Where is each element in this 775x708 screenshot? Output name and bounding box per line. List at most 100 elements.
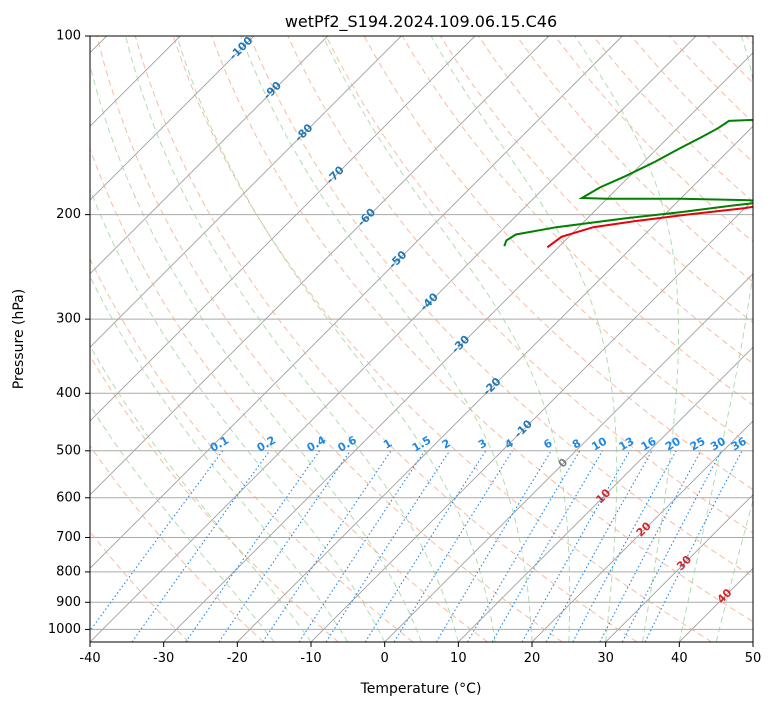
mixing-ratio-label: 3 <box>476 437 489 452</box>
isotherm-label: -40 <box>418 290 441 313</box>
mixing-ratio-line <box>262 450 392 642</box>
mixing-ratio-line <box>325 450 451 642</box>
isotherm-label: -50 <box>386 248 409 271</box>
series-layer <box>503 118 753 249</box>
moist-adiabat <box>574 36 679 642</box>
dry-adiabat <box>554 36 753 243</box>
mixing-ratio-line <box>467 450 581 642</box>
x-tick-label: -10 <box>300 651 321 666</box>
x-axis: -40 -30 -20 -10 0 10 20 30 40 50 <box>79 642 761 666</box>
y-axis: 100 200 300 400 500 600 700 800 900 1000 <box>48 29 90 637</box>
isotherm-line <box>90 36 476 422</box>
isotherm-line <box>678 567 753 642</box>
dry-adiabat <box>90 257 414 642</box>
mixing-ratio-line <box>90 450 224 632</box>
mixing-ratio-line <box>572 450 677 642</box>
mixing-ratio-line <box>545 450 653 642</box>
isotherm-line <box>236 125 753 642</box>
mixing-ratio-label: 6 <box>541 436 554 451</box>
mixing-ratio-line <box>644 450 743 642</box>
dry-adiabat <box>287 36 753 534</box>
dry-adiabat <box>96 36 563 642</box>
y-tick-label: 900 <box>56 595 81 610</box>
isotherm-label: -60 <box>355 206 378 229</box>
moist-adiabat <box>715 498 753 642</box>
dry-adiabat <box>478 36 753 324</box>
isotherm-label: 0 <box>556 456 571 471</box>
isotherm-label: -10 <box>512 417 535 440</box>
isotherm-line <box>457 346 753 642</box>
dry-adiabat <box>249 36 753 578</box>
dry-adiabat <box>669 36 753 124</box>
isotherm-line <box>384 273 753 642</box>
dry-adiabat <box>211 36 753 623</box>
isotherm-label: -20 <box>480 375 503 398</box>
isotherm-line <box>163 52 753 642</box>
x-tick-label: -30 <box>153 651 174 666</box>
isotherm-label: 30 <box>674 553 694 573</box>
y-tick-label: 700 <box>56 530 81 545</box>
y-tick-label: 600 <box>56 490 81 505</box>
dry-adiabat <box>516 36 753 283</box>
moist-adiabat <box>90 404 275 642</box>
mixing-ratio-line <box>599 450 702 642</box>
isotherm-label: -70 <box>324 163 347 186</box>
moist-adiabat <box>430 36 618 642</box>
x-tick-label: 20 <box>524 651 541 666</box>
moist-adiabat <box>678 36 753 642</box>
x-tick-label: 10 <box>450 651 467 666</box>
mixing-ratio-label: 1 <box>381 437 394 452</box>
mixing-ratio-label: 8 <box>570 437 583 452</box>
moist-adiabat <box>125 36 459 642</box>
isotherm-line <box>752 641 753 642</box>
dewpoint-profile <box>503 118 753 247</box>
dry-adiabat <box>90 444 264 642</box>
moist-adiabat <box>90 62 422 642</box>
dry-adiabat <box>134 36 638 642</box>
y-axis-label: Pressure (hPa) <box>11 289 27 389</box>
mixing-ratio-line <box>218 450 351 642</box>
y-tick-label: 800 <box>56 564 81 579</box>
isotherm-line <box>531 420 753 642</box>
y-tick-label: 100 <box>56 29 81 44</box>
annotation-layer: 0.1 0.2 0.4 0.6 1 1.5 2 3 4 6 8 10 13 16 20 25 30 36-100-… <box>208 34 749 606</box>
dry-adiabat <box>745 36 753 45</box>
isotherm-label: -90 <box>261 79 284 102</box>
isotherm-label: -100 <box>227 34 256 63</box>
mixing-ratio-line <box>435 450 552 642</box>
dry-adiabat <box>172 36 712 642</box>
x-tick-label: 0 <box>381 651 389 666</box>
y-tick-label: 500 <box>56 443 81 458</box>
mixing-ratio-label: 1.5 <box>410 434 433 455</box>
isotherm-label: 10 <box>593 486 613 506</box>
mixing-ratio-line <box>364 450 487 642</box>
isotherm-line <box>605 494 753 642</box>
moist-adiabat <box>90 188 386 642</box>
mixing-ratio-line <box>521 450 631 642</box>
x-axis-label: Temperature (°C) <box>360 681 482 697</box>
dry-adiabat <box>90 354 339 642</box>
y-tick-label: 400 <box>56 386 81 401</box>
isotherm-line <box>90 36 329 275</box>
moist-adiabat <box>176 36 496 642</box>
moist-adiabat <box>90 275 349 642</box>
isotherm-label: -30 <box>449 332 472 355</box>
x-tick-label: 50 <box>745 651 762 666</box>
x-tick-label: 30 <box>597 651 614 666</box>
y-tick-label: 200 <box>56 207 81 222</box>
grid-layer <box>90 36 753 642</box>
isotherm-line <box>90 36 623 569</box>
temperature-profile <box>546 205 753 249</box>
dry-adiabat <box>707 36 753 84</box>
mixing-ratio-line <box>185 450 321 642</box>
moist-adiabat <box>240 36 533 642</box>
isotherm-line <box>310 199 753 642</box>
dry-adiabat <box>592 36 753 203</box>
isotherm-line <box>90 36 255 201</box>
mixing-ratio-label: 2 <box>440 437 453 452</box>
dry-adiabat <box>325 36 753 491</box>
x-tick-label: -20 <box>227 651 248 666</box>
x-tick-label: 40 <box>671 651 688 666</box>
isotherm-line <box>90 36 697 642</box>
